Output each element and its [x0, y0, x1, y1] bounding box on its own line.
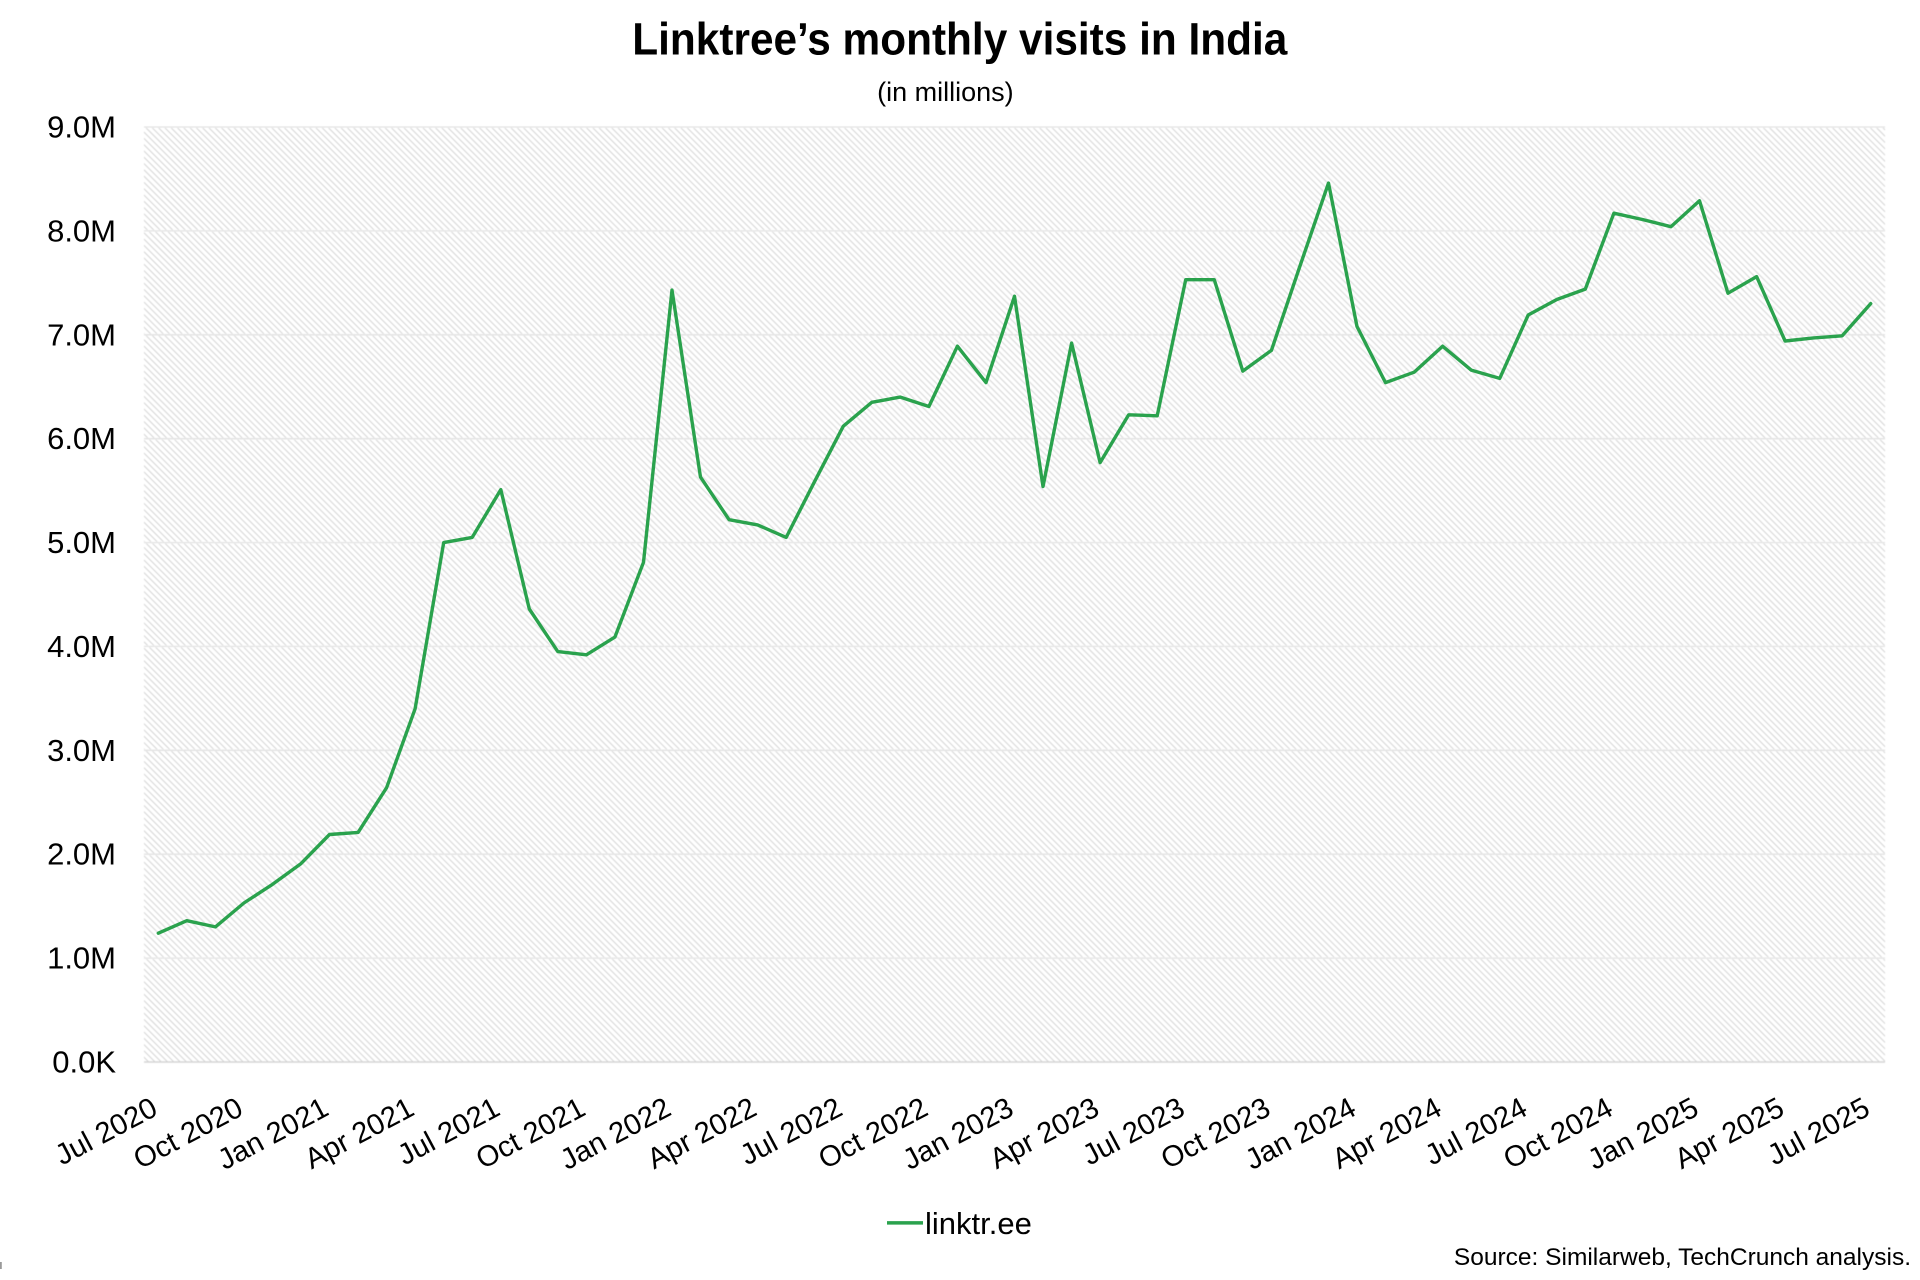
svg-text:6.0M: 6.0M [47, 421, 116, 456]
svg-text:1.0M: 1.0M [47, 941, 116, 976]
svg-text:0.0K: 0.0K [52, 1045, 116, 1080]
svg-text:7.0M: 7.0M [47, 317, 116, 352]
svg-text:Source: Similarweb, TechCrunch: Source: Similarweb, TechCrunch analysis. [1454, 1244, 1911, 1271]
svg-text:Linktree’s monthly visits in I: Linktree’s monthly visits in India [632, 14, 1288, 65]
svg-text:(in millions): (in millions) [877, 77, 1014, 107]
svg-text:9.0M: 9.0M [47, 110, 116, 145]
svg-text:4.0M: 4.0M [47, 629, 116, 664]
svg-text:2.0M: 2.0M [47, 837, 116, 872]
svg-text:5.0M: 5.0M [47, 525, 116, 560]
svg-text:8.0M: 8.0M [47, 213, 116, 248]
svg-text:3.0M: 3.0M [47, 733, 116, 768]
svg-text:linktr.ee: linktr.ee [925, 1206, 1032, 1241]
